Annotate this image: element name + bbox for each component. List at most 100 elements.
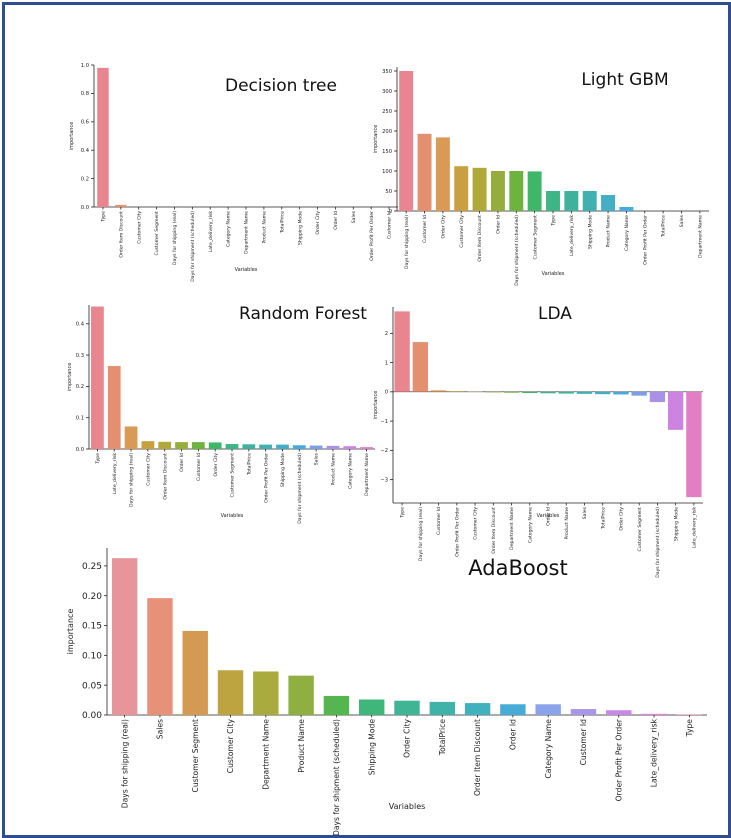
x-category-label: Order Id	[333, 211, 339, 230]
bar	[649, 391, 666, 403]
x-category-label: Late_delivery_risk	[691, 507, 697, 549]
y-tick-label: 0.4	[81, 148, 90, 154]
x-category-label: Order City	[213, 453, 219, 477]
y-tick-label: 350	[382, 69, 392, 75]
bar	[606, 710, 632, 715]
light-gbm-chart: Light GBM importance 0 50 100 150 200 250 300 350…	[373, 67, 709, 286]
bar	[686, 391, 702, 498]
y-axis-label: importance	[69, 122, 75, 151]
x-category-label: TotalPrice	[279, 211, 285, 234]
y-tick-label: 300	[382, 89, 392, 95]
x-category-label: Department Name	[509, 507, 515, 550]
x-category-label: Days for shipping (real)	[418, 507, 424, 561]
x-category-label: Customer Id	[387, 211, 393, 239]
bar	[601, 195, 616, 211]
x-category-label: Sales	[351, 210, 357, 223]
x-category-label: Category Name	[226, 211, 232, 247]
bar	[631, 391, 647, 396]
bar	[435, 137, 450, 211]
x-category-label: Shipping Mode	[367, 719, 376, 776]
bar	[412, 342, 429, 392]
x-category-label: Shipping Mode	[673, 507, 679, 541]
bar	[558, 391, 574, 394]
x-category-label: Order Profit Per Order	[454, 507, 460, 557]
bar	[394, 700, 420, 715]
x-category-label: Order City	[403, 719, 412, 758]
x-category-label: Sales	[156, 719, 165, 739]
bar	[399, 71, 414, 211]
x-category-label: Order Id	[546, 507, 552, 526]
x-category-label: Customer City	[226, 718, 235, 773]
bar	[619, 207, 634, 211]
bar	[417, 133, 432, 211]
y-tick-label: 200	[382, 129, 392, 135]
x-category-label: Days for shipping (real)	[120, 719, 129, 808]
x-category-label: Days for shipment (scheduled)	[514, 215, 520, 286]
x-category-label: Shipping Mode	[587, 215, 593, 249]
y-tick-label: 0.0	[76, 447, 84, 453]
bar	[485, 391, 501, 393]
x-category-label: Shipping Mode	[297, 211, 303, 245]
x-category-label: Order City	[315, 211, 321, 235]
x-category-label: Order Profit Per Order	[614, 718, 623, 801]
x-category-label: Product Name	[564, 507, 570, 540]
bar	[582, 191, 597, 211]
y-tick-label: −3	[380, 477, 388, 483]
bar	[641, 713, 667, 715]
x-category-label: Department Name	[697, 215, 703, 258]
bar	[359, 699, 385, 715]
bar	[540, 391, 556, 394]
x-category-label: Type	[685, 719, 694, 738]
y-tick-label: 0.2	[81, 176, 89, 182]
x-category-label: Type	[551, 215, 557, 227]
x-category-label: Customer Id	[422, 215, 428, 243]
bar	[430, 390, 447, 392]
y-tick-label: 0.0	[81, 205, 89, 211]
bar	[326, 445, 340, 449]
x-category-label: Customer Id	[436, 507, 442, 535]
bar	[182, 630, 208, 715]
x-category-label: Days for shipping (real)	[404, 215, 410, 269]
chart-title: AdaBoost	[468, 556, 567, 580]
bar	[527, 171, 542, 211]
bar	[490, 171, 505, 211]
y-tick-label: 0.05	[82, 681, 102, 691]
x-category-label: TotalPrice	[438, 719, 447, 757]
y-axis-label: importance	[373, 125, 379, 154]
y-tick-label: 0	[389, 209, 392, 215]
y-tick-label: 50	[385, 189, 392, 195]
x-category-label: Product Name	[297, 719, 306, 773]
x-category-label: Order Id	[496, 215, 502, 234]
bar	[667, 391, 684, 430]
bar	[111, 558, 138, 715]
y-tick-label: 100	[382, 169, 392, 175]
x-category-label: Sales	[679, 214, 685, 227]
y-tick-label: 1	[385, 360, 388, 366]
x-category-label: Category Name	[527, 507, 533, 543]
x-category-label: Order Id	[509, 719, 518, 750]
x-category-label: Order Id	[179, 453, 185, 472]
bar	[509, 171, 524, 211]
bar	[115, 204, 127, 207]
bar	[472, 167, 487, 211]
bar	[503, 391, 520, 393]
y-tick-label: 1.0	[81, 63, 89, 69]
x-category-label: Order City	[440, 215, 446, 239]
bar	[613, 391, 629, 395]
x-category-label: Order Item Discount	[491, 507, 497, 554]
bar	[124, 426, 138, 449]
x-category-label: TotalPrice	[246, 453, 252, 476]
x-axis-label: Variables	[537, 513, 560, 519]
bar	[546, 191, 560, 211]
bar	[158, 441, 172, 449]
x-category-label: Type	[101, 211, 107, 223]
x-category-label: Customer Id	[196, 453, 202, 481]
bar	[309, 445, 323, 449]
x-axis-label: Variables	[221, 513, 244, 519]
x-category-label: Product Name	[331, 453, 337, 486]
x-category-label: Customer Segment	[532, 215, 538, 260]
y-tick-label: 150	[382, 149, 392, 155]
x-category-label: Order Item Discount	[477, 215, 483, 262]
bar	[276, 444, 289, 449]
